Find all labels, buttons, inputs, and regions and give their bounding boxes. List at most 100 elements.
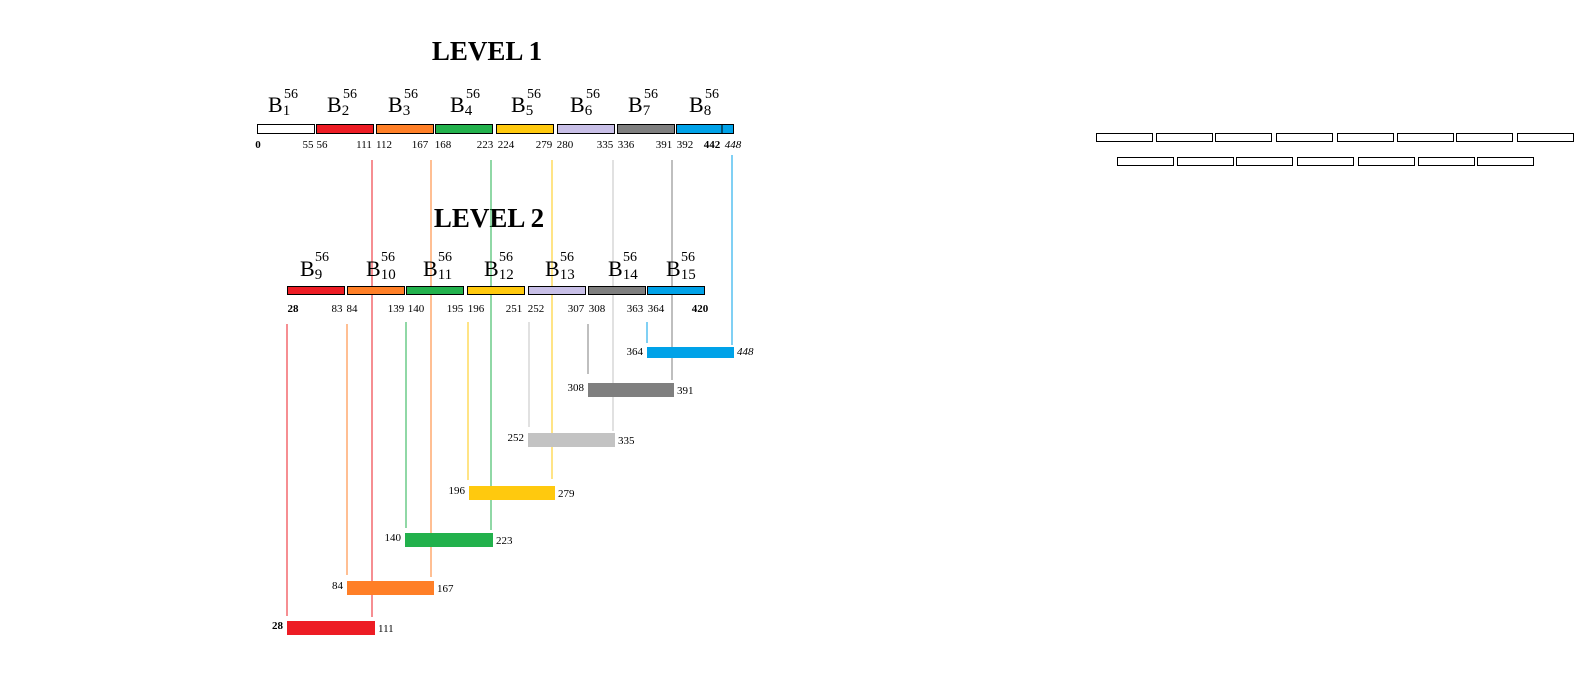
level-1-block-label-5: B5 — [511, 92, 533, 119]
level-1-block-4 — [435, 124, 493, 134]
range-end-label: 335 — [618, 435, 635, 447]
right-row-2-block — [1418, 157, 1475, 166]
level-2-tick-label: 251 — [506, 303, 523, 315]
block-subscript: 2 — [342, 103, 350, 119]
block-symbol: B — [666, 256, 681, 281]
level-1-tick-label: 336 — [618, 139, 635, 151]
level-1-block-5 — [496, 124, 554, 134]
block-subscript: 7 — [643, 103, 651, 119]
level-2-block-label-10: B10 — [366, 256, 396, 283]
range-bar-196-279 — [469, 486, 555, 500]
level-2-block-15 — [647, 286, 705, 295]
level-2-block-superscript: 56 — [499, 250, 513, 265]
right-row-2-block — [1477, 157, 1534, 166]
right-row-1-block — [1337, 133, 1394, 142]
level-1-tick-label: 0 — [255, 139, 261, 151]
block-symbol: B — [423, 256, 438, 281]
level-2-block-superscript: 56 — [623, 250, 637, 265]
level-2-tick-label: 364 — [648, 303, 665, 315]
level-2-tick-label: 420 — [692, 303, 709, 315]
level-2-block-11 — [406, 286, 464, 295]
right-block-rows — [1096, 133, 1574, 166]
level-2-tick-label: 307 — [568, 303, 585, 315]
level-1-tick-label: 335 — [597, 139, 614, 151]
range-end-label: 167 — [437, 583, 454, 595]
level-1-tick-label: 391 — [656, 139, 673, 151]
right-row-1-block — [1096, 133, 1153, 142]
range-end-label: 391 — [677, 385, 694, 397]
block-symbol: B — [608, 256, 623, 281]
level-2-tick-label: 308 — [589, 303, 606, 315]
level-2-block-label-14: B14 — [608, 256, 638, 283]
level-1-block-superscript: 56 — [404, 87, 418, 102]
level-2-block-superscript: 56 — [560, 250, 574, 265]
block-subscript: 3 — [403, 103, 411, 119]
block-subscript: 11 — [438, 267, 452, 283]
level-1-block-2 — [316, 124, 374, 134]
level-2-tick-label: 84 — [347, 303, 359, 315]
level-1-block-superscript: 56 — [284, 87, 298, 102]
block-symbol: B — [689, 92, 704, 117]
range-start-label: 140 — [385, 532, 402, 544]
level-1-tick-label: 56 — [317, 139, 329, 151]
range-end-label: 111 — [378, 623, 394, 635]
block-symbol: B — [300, 256, 315, 281]
block-subscript: 14 — [623, 267, 639, 283]
right-row-1-block — [1397, 133, 1454, 142]
right-row-2-block — [1236, 157, 1293, 166]
right-row-1-block — [1276, 133, 1333, 142]
level-1-block-6 — [557, 124, 615, 134]
range-bar-84-167 — [347, 581, 434, 595]
level-2-title: LEVEL 2 — [434, 203, 544, 233]
level-1-tick-label: 279 — [536, 139, 553, 151]
range-bars-group: 28 111 84 167 140 223 196 279 252 335 308 391 364 448 — [272, 346, 754, 635]
block-symbol: B — [511, 92, 526, 117]
level-1-block-7 — [617, 124, 675, 134]
level-2-tick-label: 195 — [447, 303, 464, 315]
level-1-tick-label: 224 — [498, 139, 515, 151]
range-start-label: 308 — [568, 382, 585, 394]
block-symbol: B — [484, 256, 499, 281]
level-1-block-superscript: 56 — [343, 87, 357, 102]
level-1-tick-label: 112 — [376, 139, 392, 151]
range-start-label: 252 — [508, 432, 525, 444]
right-row-2-block — [1297, 157, 1354, 166]
level-1-block-label-2: B2 — [327, 92, 349, 119]
block-symbol: B — [628, 92, 643, 117]
level-2-block-14 — [588, 286, 646, 295]
level-1-tick-label: 167 — [412, 139, 429, 151]
level-1-tick-label: 280 — [557, 139, 574, 151]
block-subscript: 6 — [585, 103, 593, 119]
level-1-block-label-3: B3 — [388, 92, 410, 119]
block-symbol: B — [388, 92, 403, 117]
range-start-label: 84 — [332, 580, 344, 592]
connector-lines — [286, 155, 733, 617]
level-1-block-label-7: B7 — [628, 92, 651, 119]
block-symbol: B — [545, 256, 560, 281]
right-row-2-block — [1358, 157, 1415, 166]
block-symbol: B — [450, 92, 465, 117]
level-2-tick-label: 363 — [627, 303, 644, 315]
block-subscript: 1 — [283, 103, 291, 119]
range-bar-140-223 — [405, 533, 493, 547]
level-2-tick-label: 196 — [468, 303, 485, 315]
range-end-label: 448 — [737, 346, 754, 358]
block-subscript: 12 — [499, 267, 514, 283]
right-row-2-block — [1177, 157, 1234, 166]
level-2-block-9 — [287, 286, 345, 295]
block-subscript: 13 — [560, 267, 575, 283]
block-subscript: 10 — [381, 267, 396, 283]
level-1-tick-label: 111 — [356, 139, 372, 151]
range-bar-364-448 — [647, 347, 734, 358]
level-1-tick-label: 392 — [677, 139, 694, 151]
range-end-label: 223 — [496, 535, 513, 547]
level-2-tick-label: 252 — [528, 303, 545, 315]
block-symbol: B — [570, 92, 585, 117]
block-subscript: 4 — [465, 103, 473, 119]
level-2-tick-label: 140 — [408, 303, 425, 315]
level-1-title: LEVEL 1 — [432, 36, 542, 66]
level-2-block-superscript: 56 — [438, 250, 452, 265]
block-subscript: 9 — [315, 267, 323, 283]
level-1-block-label-4: B4 — [450, 92, 473, 119]
